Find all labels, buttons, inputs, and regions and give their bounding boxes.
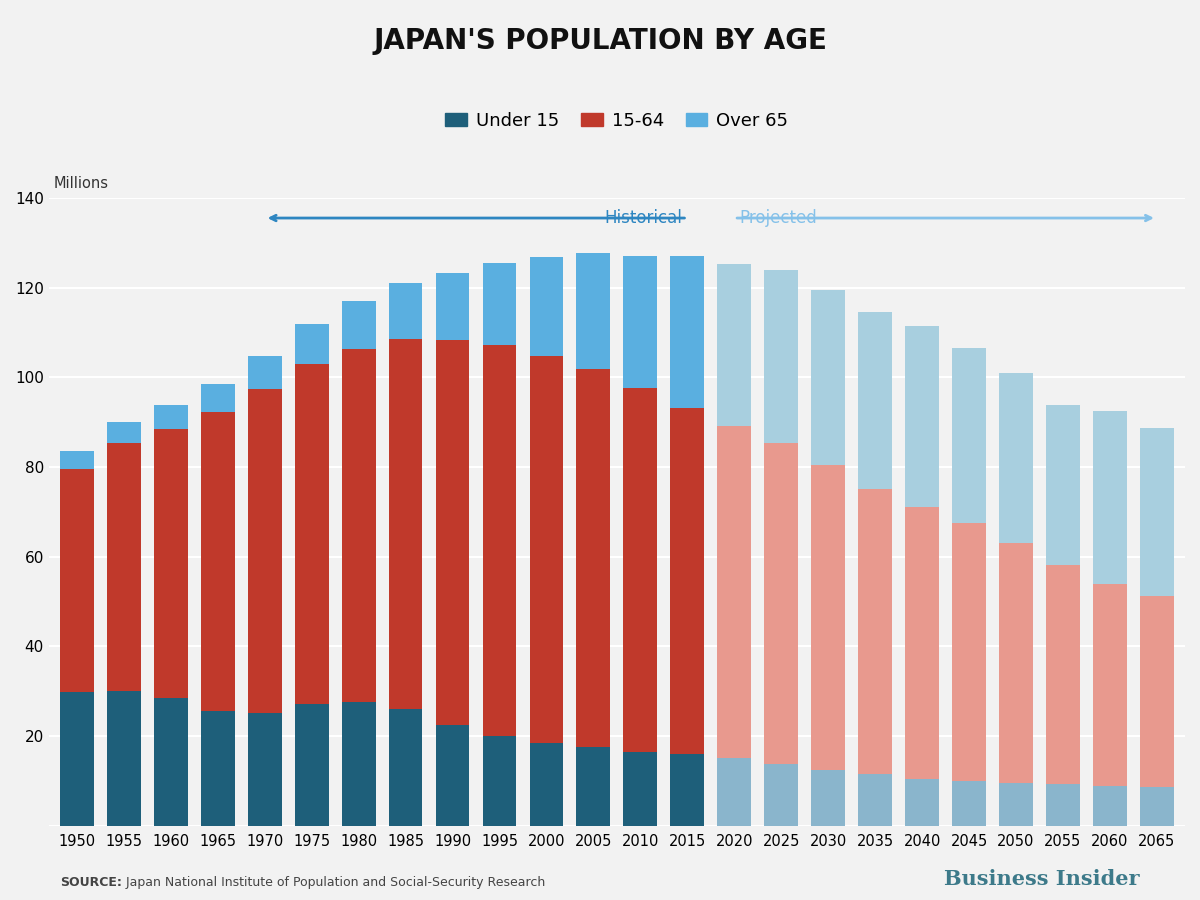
Bar (342, 702, 376, 825)
Bar (1140, 428, 1174, 596)
Bar (389, 284, 422, 339)
Bar (764, 764, 798, 825)
Bar (952, 523, 986, 781)
Bar (295, 364, 329, 704)
Bar (248, 713, 282, 825)
Bar (295, 324, 329, 364)
Bar (1093, 411, 1127, 584)
Bar (576, 254, 611, 369)
Bar (154, 698, 187, 825)
Bar (811, 770, 845, 825)
Bar (154, 429, 187, 698)
Bar (482, 736, 516, 825)
Bar (482, 345, 516, 736)
Bar (858, 490, 892, 774)
Bar (436, 724, 469, 825)
Text: SOURCE:: SOURCE: (60, 877, 122, 889)
Bar (764, 443, 798, 764)
Bar (295, 704, 329, 825)
Bar (200, 384, 235, 412)
Bar (107, 443, 140, 690)
Bar (60, 469, 94, 692)
Legend: Under 15, 15-64, Over 65: Under 15, 15-64, Over 65 (440, 106, 793, 135)
Bar (576, 369, 611, 747)
Text: Business Insider: Business Insider (944, 869, 1140, 889)
Bar (624, 389, 658, 752)
Bar (107, 421, 140, 443)
Bar (248, 356, 282, 390)
Bar (671, 256, 704, 408)
Bar (436, 273, 469, 339)
Bar (1046, 406, 1080, 564)
Bar (342, 349, 376, 702)
Bar (952, 348, 986, 523)
Bar (1140, 787, 1174, 825)
Text: Japan National Institute of Population and Social-Security Research: Japan National Institute of Population a… (122, 877, 546, 889)
Bar (718, 758, 751, 825)
Text: Projected: Projected (739, 209, 817, 227)
Bar (1000, 373, 1033, 544)
Text: JAPAN'S POPULATION BY AGE: JAPAN'S POPULATION BY AGE (373, 27, 827, 55)
Bar (905, 326, 938, 508)
Bar (952, 781, 986, 825)
Bar (811, 464, 845, 770)
Bar (60, 692, 94, 825)
Bar (671, 408, 704, 754)
Bar (389, 339, 422, 709)
Bar (576, 747, 611, 825)
Bar (1140, 596, 1174, 787)
Bar (764, 271, 798, 443)
Text: Millions: Millions (54, 176, 108, 191)
Bar (1046, 564, 1080, 785)
Bar (1093, 584, 1127, 786)
Bar (1000, 783, 1033, 825)
Bar (154, 405, 187, 429)
Bar (529, 257, 563, 356)
Bar (529, 742, 563, 825)
Bar (905, 508, 938, 778)
Bar (1000, 544, 1033, 783)
Bar (718, 264, 751, 426)
Bar (1046, 785, 1080, 825)
Bar (200, 412, 235, 711)
Bar (482, 263, 516, 345)
Bar (529, 356, 563, 742)
Bar (624, 752, 658, 825)
Bar (107, 690, 140, 825)
Bar (389, 709, 422, 825)
Bar (905, 778, 938, 825)
Bar (811, 290, 845, 464)
Bar (342, 302, 376, 349)
Text: Historical: Historical (605, 209, 683, 227)
Bar (718, 426, 751, 758)
Bar (858, 312, 892, 490)
Bar (858, 774, 892, 825)
Bar (436, 339, 469, 724)
Bar (671, 754, 704, 825)
Bar (248, 390, 282, 713)
Bar (200, 711, 235, 825)
Bar (1093, 786, 1127, 825)
Bar (60, 451, 94, 469)
Bar (624, 256, 658, 389)
